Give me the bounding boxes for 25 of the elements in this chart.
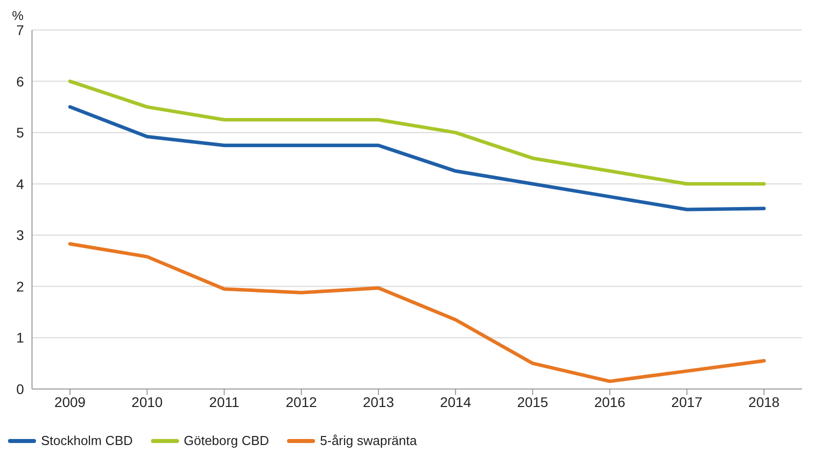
legend-label: Göteborg CBD <box>182 433 270 448</box>
x-tick-label: 2009 <box>54 394 86 410</box>
line-series <box>68 80 766 186</box>
legend-label: Stockholm CBD <box>40 433 133 448</box>
y-tick-label: 0 <box>16 380 24 397</box>
y-tick-label: 6 <box>16 73 24 90</box>
x-tick-label: 2013 <box>362 394 394 410</box>
y-tick-label: 1 <box>16 330 24 346</box>
y-tick-label: 7 <box>16 22 24 38</box>
legend-label: 5-årig swapränta <box>319 433 417 448</box>
x-tick-label: 2016 <box>594 394 626 410</box>
x-tick-label: 2010 <box>132 394 163 410</box>
y-tick-label: 4 <box>16 176 24 192</box>
line-series <box>68 242 766 384</box>
x-tick-label: 2015 <box>517 394 548 410</box>
x-tick-label: 2011 <box>209 394 240 410</box>
x-tick-label: 2014 <box>440 394 472 410</box>
x-tick-label: 2012 <box>286 394 318 410</box>
y-tick-label: 3 <box>16 227 24 244</box>
y-axis-title: % <box>12 8 24 23</box>
x-tick-label: 2018 <box>748 394 780 410</box>
y-tick-label: 5 <box>16 124 24 141</box>
x-tick-label: 2017 <box>671 394 703 410</box>
line-series <box>68 105 766 212</box>
y-tick-label: 2 <box>16 278 24 294</box>
